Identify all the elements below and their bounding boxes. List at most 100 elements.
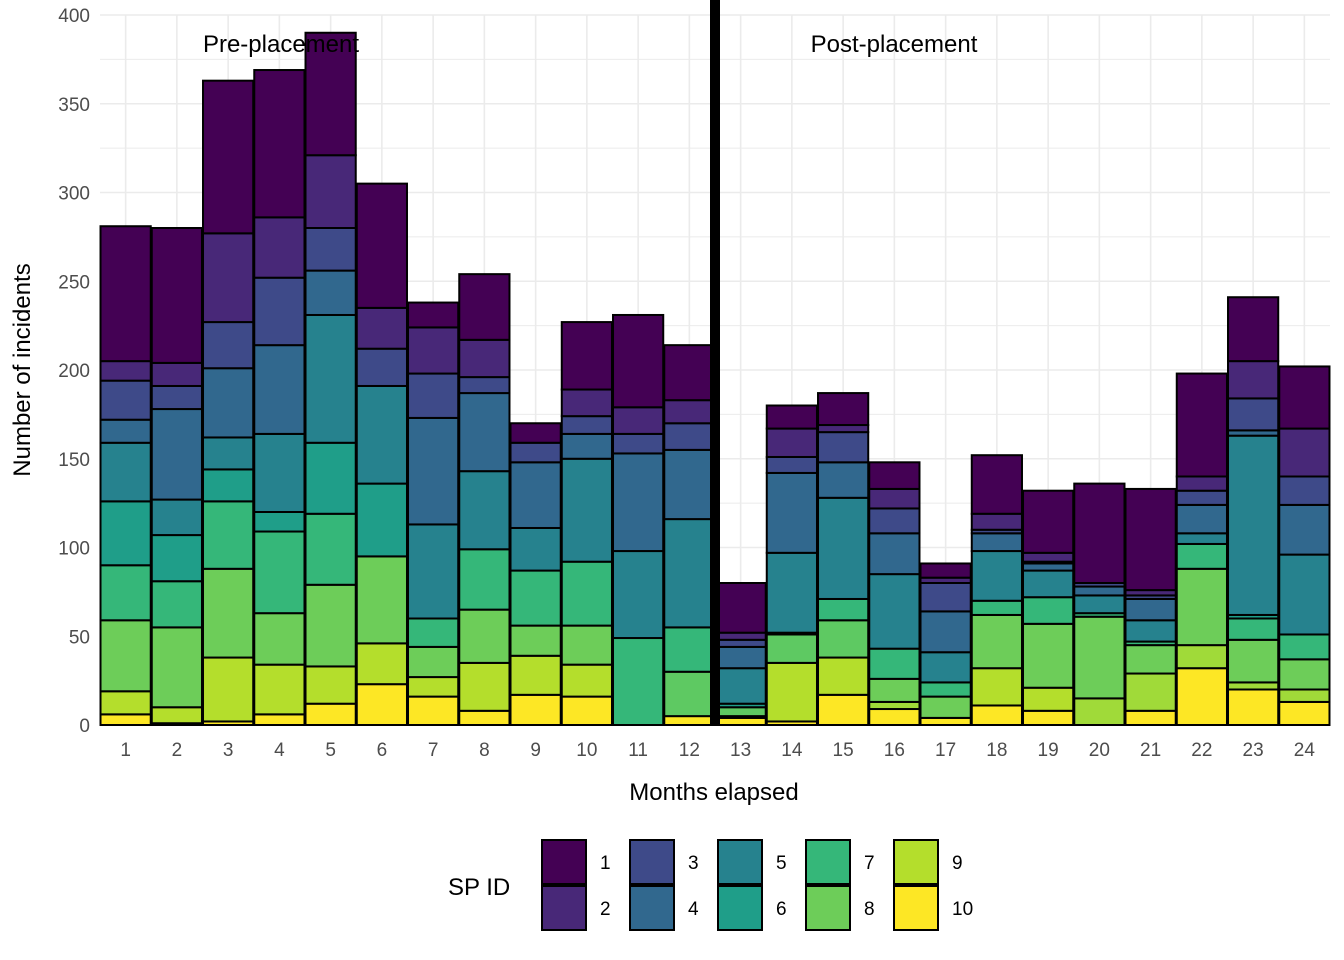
bar-segment xyxy=(612,432,665,455)
bar-segment xyxy=(1175,489,1228,506)
bar-segment xyxy=(663,448,716,521)
bar-segment xyxy=(817,424,870,434)
bar-segment xyxy=(509,624,562,657)
bar-segment xyxy=(714,631,767,641)
bar-segment xyxy=(1124,644,1177,675)
bar-segment xyxy=(817,496,870,600)
bar-segment xyxy=(253,713,306,726)
bar-segment xyxy=(407,416,460,526)
bar-segment xyxy=(304,313,357,444)
bar-segment xyxy=(99,713,152,726)
bar-segment xyxy=(1175,542,1228,570)
bar-segment xyxy=(1278,633,1331,661)
legend-key xyxy=(717,885,763,931)
bar-segment xyxy=(817,392,870,427)
bar-segment xyxy=(407,326,460,375)
bar-segment xyxy=(663,344,716,402)
bar-segment xyxy=(970,512,1023,531)
bar-segment xyxy=(304,702,357,727)
bar-segment xyxy=(1124,619,1177,643)
x-tick-label: 3 xyxy=(223,740,234,761)
bar-segment xyxy=(458,470,511,551)
bar-segment xyxy=(817,461,870,499)
bar-segment xyxy=(919,716,972,727)
bar-segment xyxy=(970,532,1023,553)
bar-segment xyxy=(919,681,972,698)
x-tick-label: 21 xyxy=(1140,740,1161,761)
bar-segment xyxy=(99,619,152,693)
bar-segment xyxy=(1124,597,1177,622)
x-tick-label: 14 xyxy=(781,740,803,761)
bar-segment xyxy=(355,182,408,309)
annotation-post-placement: Post-placement xyxy=(811,31,978,58)
bar-segment xyxy=(458,392,511,473)
bar-segment xyxy=(202,468,255,503)
bar-segment xyxy=(919,651,972,684)
bar-segment xyxy=(1124,672,1177,712)
bar-segment xyxy=(765,661,818,723)
bar-segment xyxy=(560,560,613,627)
bar-segment xyxy=(509,461,562,529)
bar-segment xyxy=(1227,638,1280,684)
bar-segment xyxy=(304,665,357,705)
bar-segment xyxy=(612,452,665,553)
bar-segment xyxy=(868,507,921,535)
legend-label: 3 xyxy=(688,853,699,874)
bar-segment xyxy=(509,422,562,444)
legend-key xyxy=(541,885,587,931)
bar-segment xyxy=(1073,594,1126,615)
bar-segment xyxy=(1175,644,1228,670)
x-tick-label: 15 xyxy=(833,740,854,761)
legend-label: 1 xyxy=(600,853,611,874)
bar-segment xyxy=(458,273,511,341)
bar-segment xyxy=(509,654,562,696)
bar-segment xyxy=(99,225,152,363)
bar-segment xyxy=(202,656,255,723)
bar-segment xyxy=(1022,562,1075,572)
x-axis-ticks: 1 2 3 4 5 6 7 8 9 10 11 12 13 14 15 16 17 18 19 20 21 22 23 24 xyxy=(120,740,1315,761)
x-tick-label: 13 xyxy=(730,740,751,761)
bar-segment xyxy=(970,454,1023,515)
bar-segment xyxy=(202,367,255,439)
bar-segment xyxy=(99,690,152,716)
bar-segment xyxy=(868,708,921,727)
x-axis-label: Months elapsed xyxy=(629,779,798,806)
bar-segment xyxy=(1175,532,1228,545)
legend-label: 5 xyxy=(776,853,787,874)
bar-segment xyxy=(355,642,408,686)
bar-segment xyxy=(1022,686,1075,712)
bar-segment xyxy=(304,31,357,157)
bar-segment xyxy=(407,695,460,726)
bar-segment xyxy=(1073,697,1126,726)
x-tick-label: 24 xyxy=(1294,740,1316,761)
bar-segment xyxy=(407,645,460,679)
bar-segment xyxy=(150,498,203,537)
bar-segment xyxy=(560,415,613,435)
legend-key xyxy=(629,839,675,885)
bar-segment xyxy=(253,216,306,279)
bar-segment xyxy=(765,633,818,664)
bar-segment xyxy=(765,551,818,634)
y-axis-label: Number of incidents xyxy=(9,263,36,476)
x-tick-label: 22 xyxy=(1191,740,1212,761)
bar-segment xyxy=(202,436,255,471)
bar-segment xyxy=(560,432,613,460)
bar-segment xyxy=(253,530,306,615)
bar-segment xyxy=(1278,427,1331,478)
bar-segment xyxy=(202,321,255,370)
bar-segment xyxy=(304,227,357,272)
bar-segment xyxy=(458,548,511,611)
x-tick-label: 1 xyxy=(120,740,131,761)
bar-segment xyxy=(663,422,716,451)
bar-segment xyxy=(868,647,921,680)
bar-segment xyxy=(714,638,767,648)
y-tick-label: 50 xyxy=(69,627,90,648)
bar-segment xyxy=(868,487,921,510)
bar-segment xyxy=(355,347,408,387)
bar-segment xyxy=(150,361,203,387)
bar-segment xyxy=(509,526,562,572)
bar-segment xyxy=(253,663,306,716)
bar-segment xyxy=(1022,551,1075,563)
bar-segment xyxy=(150,706,203,725)
